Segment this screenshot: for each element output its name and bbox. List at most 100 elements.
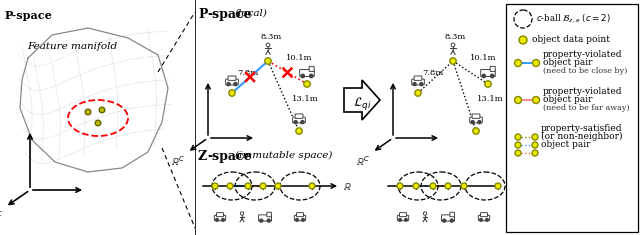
Circle shape <box>423 212 427 215</box>
Text: property-satisfied: property-satisfied <box>541 124 623 133</box>
Text: property-violated: property-violated <box>543 50 623 59</box>
Circle shape <box>229 90 236 96</box>
Circle shape <box>260 219 263 222</box>
Text: $\mathbb{R}^C$: $\mathbb{R}^C$ <box>0 209 3 223</box>
Circle shape <box>216 219 218 221</box>
Circle shape <box>482 74 486 78</box>
Text: $c$-ball $\mathcal{B}_{z,e}$ $(c=2)$: $c$-ball $\mathcal{B}_{z,e}$ $(c=2)$ <box>536 13 611 25</box>
Text: (local): (local) <box>235 9 268 18</box>
Circle shape <box>443 219 445 222</box>
FancyBboxPatch shape <box>397 215 409 221</box>
Circle shape <box>85 109 91 115</box>
FancyBboxPatch shape <box>442 215 454 221</box>
Circle shape <box>515 59 522 67</box>
Circle shape <box>519 36 527 44</box>
Circle shape <box>310 74 313 78</box>
Circle shape <box>478 121 481 124</box>
Circle shape <box>515 150 521 156</box>
Circle shape <box>413 82 416 86</box>
Circle shape <box>245 183 251 189</box>
FancyBboxPatch shape <box>214 215 226 221</box>
Circle shape <box>490 74 494 78</box>
FancyBboxPatch shape <box>296 213 303 217</box>
Circle shape <box>413 183 419 189</box>
Circle shape <box>294 121 297 124</box>
Circle shape <box>95 120 101 126</box>
Text: 10.1m: 10.1m <box>470 54 496 62</box>
Text: P: P <box>198 8 207 21</box>
Text: (immutable space): (immutable space) <box>235 151 332 160</box>
Circle shape <box>445 183 451 189</box>
Circle shape <box>296 219 298 221</box>
FancyBboxPatch shape <box>481 70 495 76</box>
FancyBboxPatch shape <box>472 114 480 118</box>
Circle shape <box>420 82 423 86</box>
Text: 10.1m: 10.1m <box>285 54 312 62</box>
FancyBboxPatch shape <box>216 213 223 217</box>
FancyBboxPatch shape <box>226 79 238 85</box>
Text: 7.8m: 7.8m <box>422 69 444 77</box>
FancyBboxPatch shape <box>228 76 236 80</box>
Text: Z: Z <box>198 150 207 163</box>
Circle shape <box>301 121 304 124</box>
Circle shape <box>473 128 479 134</box>
Circle shape <box>479 219 483 221</box>
Circle shape <box>301 219 305 221</box>
Circle shape <box>234 82 237 86</box>
Circle shape <box>221 219 225 221</box>
FancyBboxPatch shape <box>412 79 424 85</box>
FancyBboxPatch shape <box>414 76 422 80</box>
Text: 7.8m: 7.8m <box>237 69 259 77</box>
Text: 8.3m: 8.3m <box>444 33 466 41</box>
Text: $\mathbb{R}^C$: $\mathbb{R}^C$ <box>171 154 185 168</box>
Circle shape <box>532 142 538 148</box>
FancyBboxPatch shape <box>490 66 495 71</box>
Circle shape <box>212 183 218 189</box>
Circle shape <box>532 134 538 140</box>
FancyBboxPatch shape <box>399 213 406 217</box>
Circle shape <box>275 183 281 189</box>
Circle shape <box>486 219 488 221</box>
Circle shape <box>241 212 244 215</box>
Text: -space: -space <box>207 8 252 21</box>
Circle shape <box>266 43 270 47</box>
Text: property-violated: property-violated <box>543 87 623 96</box>
Circle shape <box>532 97 540 103</box>
Text: object pair: object pair <box>541 140 591 149</box>
Text: object pair: object pair <box>543 58 593 67</box>
Circle shape <box>515 142 521 148</box>
Text: object pair: object pair <box>543 95 593 104</box>
FancyBboxPatch shape <box>450 212 454 217</box>
Text: 13.1m: 13.1m <box>292 95 318 103</box>
Text: Feature manifold: Feature manifold <box>27 42 117 51</box>
Text: $\mathbb{R}^C$: $\mathbb{R}^C$ <box>356 154 370 168</box>
Circle shape <box>260 183 266 189</box>
Circle shape <box>461 183 467 189</box>
Text: (need to be far away): (need to be far away) <box>543 104 630 112</box>
Polygon shape <box>344 80 380 120</box>
Circle shape <box>532 150 538 156</box>
Text: $\mathbb{R}$: $\mathbb{R}$ <box>343 180 352 192</box>
FancyBboxPatch shape <box>309 66 314 71</box>
Circle shape <box>495 183 501 189</box>
FancyBboxPatch shape <box>470 117 483 123</box>
Text: (or non-neighbor): (or non-neighbor) <box>541 132 623 141</box>
Circle shape <box>309 183 315 189</box>
Circle shape <box>404 219 407 221</box>
Circle shape <box>268 219 270 222</box>
Circle shape <box>397 183 403 189</box>
FancyBboxPatch shape <box>478 215 490 221</box>
FancyBboxPatch shape <box>506 4 638 232</box>
Circle shape <box>301 74 305 78</box>
Text: -space: -space <box>207 150 252 163</box>
Circle shape <box>485 81 492 87</box>
Circle shape <box>227 82 230 86</box>
Circle shape <box>399 219 401 221</box>
FancyBboxPatch shape <box>259 215 271 221</box>
FancyBboxPatch shape <box>267 212 271 217</box>
Circle shape <box>430 183 436 189</box>
Circle shape <box>99 107 105 113</box>
Text: 8.3m: 8.3m <box>260 33 282 41</box>
Text: (need to be close by): (need to be close by) <box>543 67 627 75</box>
FancyBboxPatch shape <box>295 114 303 118</box>
